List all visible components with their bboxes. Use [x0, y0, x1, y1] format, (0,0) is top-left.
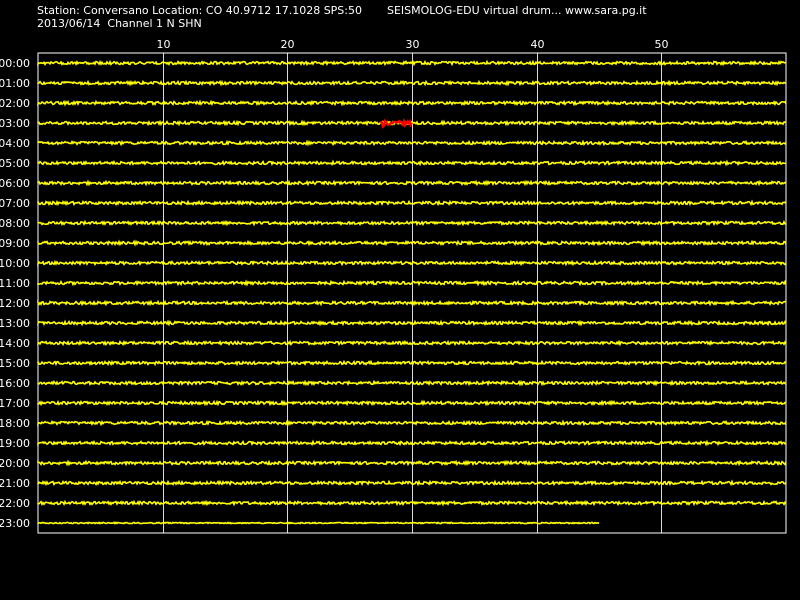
row-label: 19:00 — [0, 437, 30, 450]
row-label: 16:00 — [0, 377, 30, 390]
trace-1600 — [37, 379, 787, 387]
row-label: 21:00 — [0, 477, 30, 490]
row-label: 01:00 — [0, 77, 30, 90]
trace-0700 — [37, 199, 787, 207]
trace-1000 — [37, 259, 787, 268]
row-label: 18:00 — [0, 417, 30, 430]
row-label: 00:00 — [0, 57, 30, 70]
trace-0200 — [37, 99, 787, 107]
row-label: 13:00 — [0, 317, 30, 330]
trace-0800 — [37, 219, 787, 227]
x-tick-label: 40 — [531, 38, 545, 51]
trace-1300 — [37, 319, 787, 327]
app-title: SEISMOLOG-EDU virtual drum... www.sara.p… — [387, 4, 647, 17]
trace-0100 — [37, 79, 787, 87]
trace-2000 — [37, 459, 787, 467]
row-label: 09:00 — [0, 237, 30, 250]
trace-0900 — [37, 239, 787, 247]
row-label: 08:00 — [0, 217, 30, 230]
x-tick-label: 30 — [406, 38, 420, 51]
row-label: 07:00 — [0, 197, 30, 210]
row-label: 14:00 — [0, 337, 30, 350]
row-label: 22:00 — [0, 497, 30, 510]
trace-1700 — [37, 399, 787, 407]
trace-1200 — [37, 299, 787, 307]
row-label: 20:00 — [0, 457, 30, 470]
event-marker — [379, 117, 413, 129]
trace-2200 — [37, 499, 787, 507]
row-label: 05:00 — [0, 157, 30, 170]
trace-0600 — [37, 179, 787, 187]
trace-2300 — [37, 521, 600, 525]
row-label: 15:00 — [0, 357, 30, 370]
station-info: Station: Conversano Location: CO 40.9712… — [37, 4, 362, 17]
trace-1400 — [37, 339, 787, 347]
date-channel-info: 2013/06/14 Channel 1 N SHN — [37, 17, 202, 30]
trace-1100 — [37, 279, 787, 287]
trace-2100 — [37, 479, 787, 487]
row-label: 23:00 — [0, 517, 30, 530]
trace-0300 — [37, 119, 787, 127]
trace-0000 — [37, 59, 787, 67]
trace-0400 — [37, 139, 787, 147]
x-tick-label: 50 — [655, 38, 669, 51]
trace-0500 — [37, 159, 787, 167]
row-label: 03:00 — [0, 117, 30, 130]
trace-1800 — [37, 419, 787, 427]
row-label: 02:00 — [0, 97, 30, 110]
row-label: 12:00 — [0, 297, 30, 310]
x-tick-label: 20 — [281, 38, 295, 51]
row-label: 06:00 — [0, 177, 30, 190]
row-label: 10:00 — [0, 257, 30, 270]
trace-1900 — [37, 439, 787, 447]
row-label: 17:00 — [0, 397, 30, 410]
row-label: 04:00 — [0, 137, 30, 150]
x-tick-label: 10 — [157, 38, 171, 51]
row-label: 11:00 — [0, 277, 30, 290]
trace-1500 — [37, 359, 787, 367]
